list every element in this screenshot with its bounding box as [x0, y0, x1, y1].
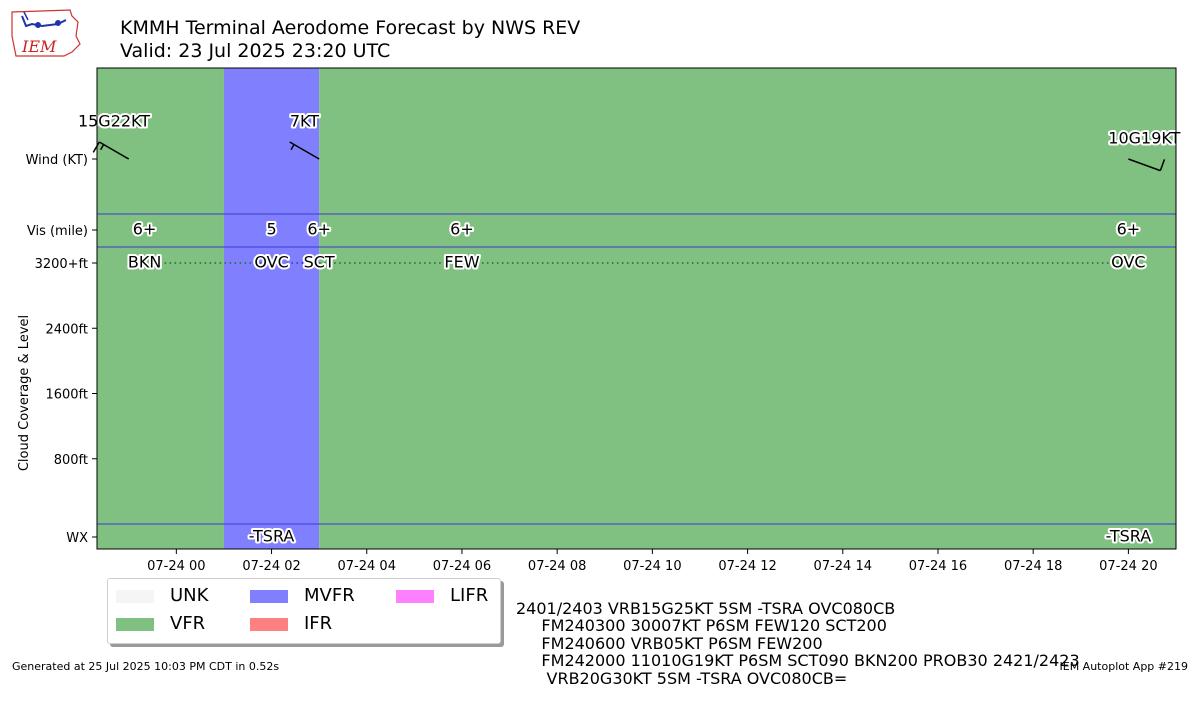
cloud-coverage-label: FEW	[444, 253, 479, 272]
legend-swatch-mvfr	[250, 589, 288, 603]
legend-label-lifr: LIFR	[450, 585, 489, 606]
plot-frame	[96, 67, 1177, 550]
legend-item-unk: UNK	[116, 584, 208, 608]
x-tick-label: 07-24 16	[909, 559, 967, 574]
wind-label: 7KT	[290, 112, 319, 131]
legend-item-mvfr: MVFR	[250, 584, 355, 608]
cloud-coverage-label: SCT	[304, 253, 335, 272]
y-tick-label: Vis (mile)	[27, 224, 88, 239]
iem-logo: IEM	[11, 9, 81, 57]
generated-timestamp: Generated at 25 Jul 2025 10:03 PM CDT in…	[12, 660, 280, 673]
wind-barb-flag	[1159, 159, 1166, 171]
x-tick-label: 07-24 12	[718, 559, 776, 574]
visibility-label: 6+	[133, 220, 157, 239]
y-tick-label: 3200+ft	[35, 257, 88, 272]
cloud-coverage-label: OVC	[1111, 253, 1145, 272]
y-tick-label: 800ft	[54, 453, 88, 468]
y-tick-label: 1600ft	[45, 388, 88, 403]
category-band-mvfr	[223, 68, 320, 549]
cloud-coverage-label: BKN	[128, 253, 161, 272]
legend-swatch-lifr	[396, 589, 434, 603]
taf-line: FM242000 11010G19KT P6SM SCT090 BKN200 P…	[516, 651, 1080, 670]
legend-label-mvfr: MVFR	[304, 585, 355, 606]
x-tick-label: 07-24 14	[814, 559, 872, 574]
wind-barb-flag	[92, 141, 100, 153]
y-axis-label: Cloud Coverage & Level	[17, 315, 32, 471]
category-band-vfr	[97, 68, 224, 549]
app-id: IEM Autoplot App #219	[1059, 660, 1189, 673]
wind-barb-flag	[290, 144, 295, 151]
x-tick-label: 07-24 06	[433, 559, 491, 574]
chart-title: KMMH Terminal Aerodome Forecast by NWS R…	[120, 17, 581, 39]
legend-item-vfr: VFR	[116, 612, 205, 636]
x-tick-label: 07-24 04	[338, 559, 396, 574]
y-tick-label: Wind (KT)	[26, 153, 88, 168]
legend-swatch-ifr	[250, 617, 288, 631]
x-tick-label: 07-24 02	[242, 559, 300, 574]
taf-chart: 15G22KT 7KT 10G19KT 6+ 5 6+ 6+ 6+ BKN OVC SCT FEW OV…	[17, 67, 1183, 574]
wind-label: 10G19KT	[1108, 129, 1180, 148]
x-axis: 07-24 00 07-24 02 07-24 04 07-24 06 07-24 08…	[147, 549, 1158, 574]
y-tick-label: 2400ft	[45, 322, 88, 337]
taf-line: FM240600 VRB05KT P6SM FEW200	[516, 633, 823, 653]
y-axis: Wind (KT) Vis (mile) 3200+ft 2400ft 1600ft 80…	[26, 153, 97, 546]
weather-label: -TSRA	[1106, 527, 1152, 546]
legend-item-lifr: LIFR	[396, 584, 488, 608]
weather-label: -TSRA	[249, 527, 295, 546]
wind-barb-staff	[1128, 158, 1161, 172]
x-tick-label: 07-24 08	[528, 559, 586, 574]
visibility-label: 6+	[1117, 220, 1141, 239]
wind-barbs	[92, 141, 1166, 172]
y-tick-label: WX	[66, 531, 88, 546]
cloud-coverage-label: OVC	[254, 253, 288, 272]
flight-category-bands	[97, 68, 1176, 549]
wind-barb-staff	[98, 141, 130, 160]
taf-line: VRB20G30KT 5SM -TSRA OVC080CB=	[516, 668, 848, 688]
legend-swatch-vfr	[116, 617, 154, 631]
logo-text: IEM	[21, 37, 57, 56]
wind-barb-flag	[99, 144, 105, 151]
chart-subtitle: Valid: 23 Jul 2025 23:20 UTC	[120, 40, 391, 62]
x-tick-label: 07-24 00	[147, 559, 205, 574]
wind-label: 15G22KT	[78, 112, 150, 131]
x-tick-label: 07-24 10	[623, 559, 681, 574]
data-labels: 15G22KT 7KT 10G19KT 6+ 5 6+ 6+ 6+ BKN OVC SCT FEW OV…	[76, 110, 1183, 548]
visibility-label: 5	[266, 220, 276, 239]
x-tick-label: 07-24 18	[1004, 559, 1062, 574]
legend-label-vfr: VFR	[170, 613, 206, 634]
taf-line: 2401/2403 VRB15G25KT 5SM -TSRA OVC080CB	[516, 598, 896, 618]
taf-line: FM240300 30007KT P6SM FEW120 SCT200	[516, 616, 887, 635]
raw-taf-text: 2401/2403 VRB15G25KT 5SM -TSRA OVC080CB …	[516, 582, 1080, 705]
legend-label-unk: UNK	[170, 585, 209, 606]
legend: UNK VFR MVFR IFR LIFR	[107, 578, 501, 644]
category-band-vfr	[319, 68, 1176, 549]
legend-swatch-unk	[116, 589, 154, 603]
legend-label-ifr: IFR	[304, 613, 333, 634]
visibility-label: 6+	[307, 220, 331, 239]
wind-barb-staff	[289, 141, 320, 160]
x-tick-label: 07-24 20	[1099, 559, 1157, 574]
row-separators	[97, 213, 1176, 525]
legend-item-ifr: IFR	[250, 612, 332, 636]
visibility-label: 6+	[450, 220, 474, 239]
